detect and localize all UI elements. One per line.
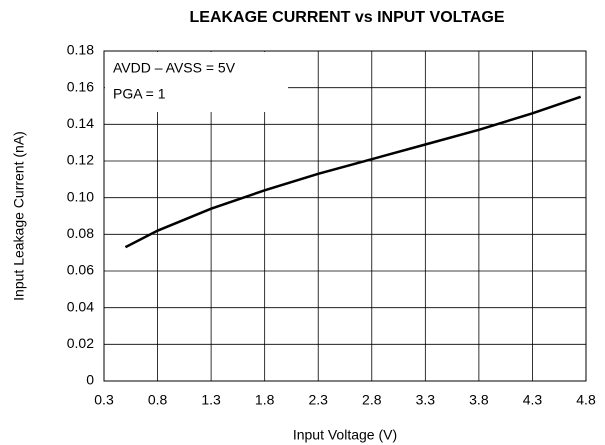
x-tick-label: 0.3 [94, 392, 114, 408]
y-tick-label: 0.16 [67, 78, 94, 94]
plot-frame [103, 50, 587, 382]
x-axis-label: Input Voltage (V) [293, 427, 397, 443]
y-tick-label: 0.04 [67, 298, 94, 314]
y-tick-label: 0.12 [67, 152, 94, 168]
annotation: AVDD – AVSS = 5V [113, 60, 236, 76]
y-tick-label: 0.10 [67, 188, 94, 204]
line [124, 95, 582, 249]
y-tick-label: 0.06 [67, 262, 94, 278]
x-tick-label: 3.8 [469, 392, 489, 408]
x-tick-label: 4.8 [576, 392, 596, 408]
y-tick-label: 0 [86, 372, 94, 388]
y-tick-label: 0.08 [67, 225, 94, 241]
x-tick-label: 0.8 [148, 392, 168, 408]
annotation-box [105, 52, 288, 112]
y-tick-label: 0.18 [67, 42, 94, 58]
y-tick-label: 0.14 [67, 115, 94, 131]
annotation: PGA = 1 [113, 86, 166, 102]
x-tick-label: 2.8 [362, 392, 382, 408]
x-tick-label: 3.3 [416, 392, 436, 408]
x-tick-label: 1.8 [255, 392, 275, 408]
y-axis-label: Input Leakage Current (nA) [11, 131, 27, 301]
y-tick-label: 0.02 [67, 335, 94, 351]
x-tick-label: 2.3 [308, 392, 328, 408]
chart-title: LEAKAGE CURRENT vs INPUT VOLTAGE [190, 9, 505, 26]
x-tick-label: 1.3 [201, 392, 221, 408]
x-tick-label: 4.3 [523, 392, 543, 408]
